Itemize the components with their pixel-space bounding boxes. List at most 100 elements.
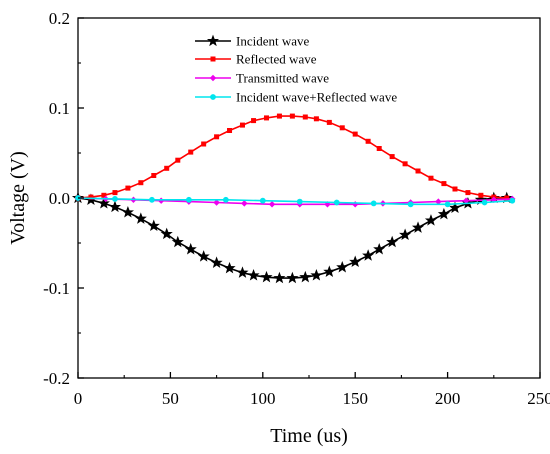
data-point-reflected	[326, 119, 332, 125]
data-point-transmitted	[241, 200, 248, 207]
data-point-reflected	[452, 186, 458, 192]
data-point-incident-plus-reflected	[296, 198, 303, 205]
data-point-reflected	[415, 168, 421, 174]
x-tick-label: 250	[527, 389, 550, 408]
data-point-reflected	[151, 173, 157, 179]
data-point-reflected	[276, 113, 282, 119]
data-point-reflected	[441, 181, 447, 187]
data-point-reflected	[313, 116, 319, 122]
x-tick-label: 50	[162, 389, 179, 408]
data-point-incident	[362, 249, 375, 261]
data-point-transmitted	[268, 201, 276, 208]
data-point-incident-plus-reflected	[509, 197, 516, 204]
data-point-incident	[97, 197, 110, 209]
data-point-reflected	[214, 134, 220, 140]
data-point-incident	[147, 219, 160, 232]
y-axis-title: Voltage (V)	[7, 151, 29, 245]
data-point-incident	[336, 260, 349, 273]
legend-marker-transmitted	[209, 74, 217, 82]
series-incident-plus-reflected	[75, 195, 516, 208]
data-point-reflected	[239, 122, 245, 128]
data-point-reflected	[402, 161, 408, 167]
data-point-incident	[184, 242, 197, 255]
y-tick-label: 0.2	[49, 9, 70, 28]
data-point-incident	[286, 271, 299, 284]
data-point-incident	[171, 235, 184, 248]
data-point-reflected	[263, 115, 269, 121]
data-point-incident-plus-reflected	[407, 201, 414, 208]
data-point-incident	[236, 266, 249, 278]
data-point-reflected	[478, 192, 484, 198]
data-point-reflected	[251, 118, 257, 124]
data-point-incident-plus-reflected	[444, 201, 451, 208]
data-point-reflected	[125, 185, 131, 191]
x-tick-label: 0	[74, 389, 83, 408]
data-point-transmitted	[213, 199, 220, 206]
data-point-transmitted	[157, 197, 165, 204]
data-point-incident	[411, 221, 425, 233]
legend-marker-reflected	[210, 56, 216, 62]
data-point-reflected	[339, 125, 345, 131]
data-point-reflected	[365, 138, 371, 144]
legend-label-transmitted: Transmitted wave	[236, 71, 329, 86]
data-point-reflected	[227, 128, 233, 134]
x-tick-label: 200	[435, 389, 461, 408]
legend-label-incident-plus-reflected: Incident wave+Reflected wave	[236, 90, 397, 105]
data-point-incident	[349, 255, 362, 268]
data-point-reflected	[101, 192, 107, 198]
legend-label-reflected: Reflected wave	[236, 52, 317, 67]
legend-marker-incident	[206, 34, 220, 47]
data-point-reflected	[352, 131, 358, 137]
data-point-incident	[323, 265, 336, 277]
data-point-reflected	[138, 180, 144, 186]
data-point-incident-plus-reflected	[149, 196, 155, 203]
data-point-incident	[108, 200, 122, 213]
data-point-incident-plus-reflected	[185, 196, 192, 203]
data-point-incident	[134, 212, 147, 224]
data-point-incident	[310, 269, 323, 281]
legend: Incident wave Reflected wave Transmitted…	[195, 34, 397, 105]
data-point-incident-plus-reflected	[481, 199, 488, 206]
data-point-incident	[121, 206, 134, 218]
data-point-reflected	[201, 141, 207, 147]
data-point-reflected	[175, 157, 181, 163]
data-point-incident	[223, 261, 236, 274]
data-point-incident	[247, 269, 260, 281]
x-axis-title: Time (us)	[270, 425, 348, 447]
data-point-incident	[273, 271, 286, 284]
data-point-reflected	[188, 149, 194, 155]
data-point-incident	[373, 242, 386, 255]
data-point-incident	[210, 256, 223, 268]
data-point-reflected	[112, 190, 118, 196]
data-point-incident	[386, 235, 399, 248]
data-point-reflected	[389, 154, 395, 160]
data-point-reflected	[376, 146, 382, 152]
series-line-incident	[77, 197, 507, 279]
y-tick-label: -0.1	[43, 279, 70, 298]
data-point-reflected	[465, 190, 471, 196]
series-reflected	[75, 113, 510, 201]
x-tick-label: 150	[342, 389, 368, 408]
x-tick-label: 100	[250, 389, 276, 408]
data-point-incident-plus-reflected	[112, 195, 118, 202]
data-point-incident	[260, 270, 273, 283]
y-tick-label: 0.1	[49, 99, 70, 118]
data-point-reflected	[428, 175, 434, 181]
data-point-reflected	[88, 194, 94, 200]
data-point-transmitted	[324, 201, 331, 208]
data-point-reflected	[302, 114, 308, 120]
data-point-incident	[160, 227, 173, 240]
series-layer	[71, 113, 516, 284]
legend-label-incident: Incident wave	[236, 34, 310, 49]
data-point-reflected	[289, 113, 295, 119]
data-point-incident	[437, 207, 450, 220]
legend-marker-incident-plus-reflected	[210, 94, 216, 100]
data-point-reflected	[504, 195, 510, 201]
data-point-incident	[424, 214, 438, 226]
data-point-incident	[197, 250, 210, 262]
data-point-reflected	[164, 165, 170, 171]
data-point-incident-plus-reflected	[333, 199, 340, 206]
data-point-incident	[448, 201, 462, 214]
axes-layer: 0 50 100 150 200 250 -0.2 -0.1 0.0 0.1 0.2	[43, 9, 550, 408]
y-tick-label: 0.0	[49, 189, 70, 208]
